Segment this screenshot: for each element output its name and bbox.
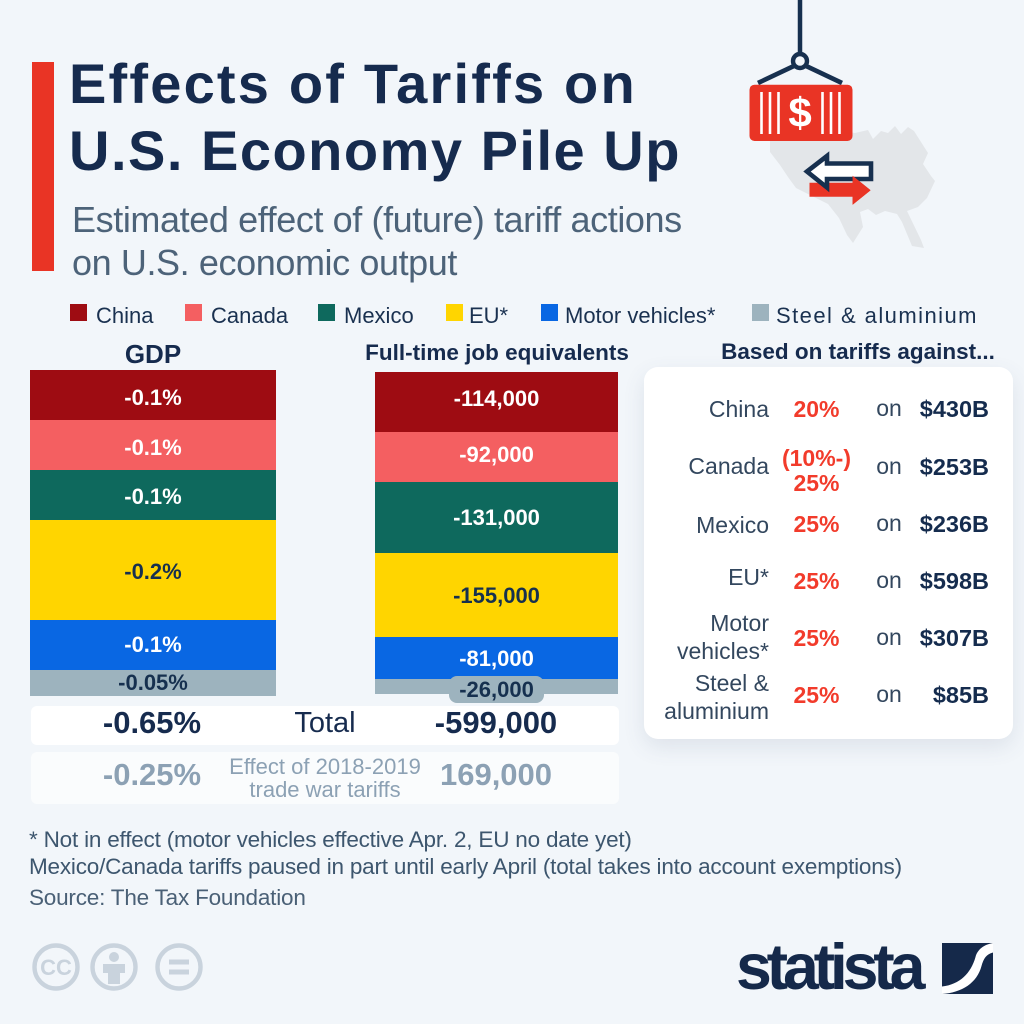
- svg-text:CC: CC: [40, 955, 72, 980]
- svg-text:$: $: [788, 89, 811, 136]
